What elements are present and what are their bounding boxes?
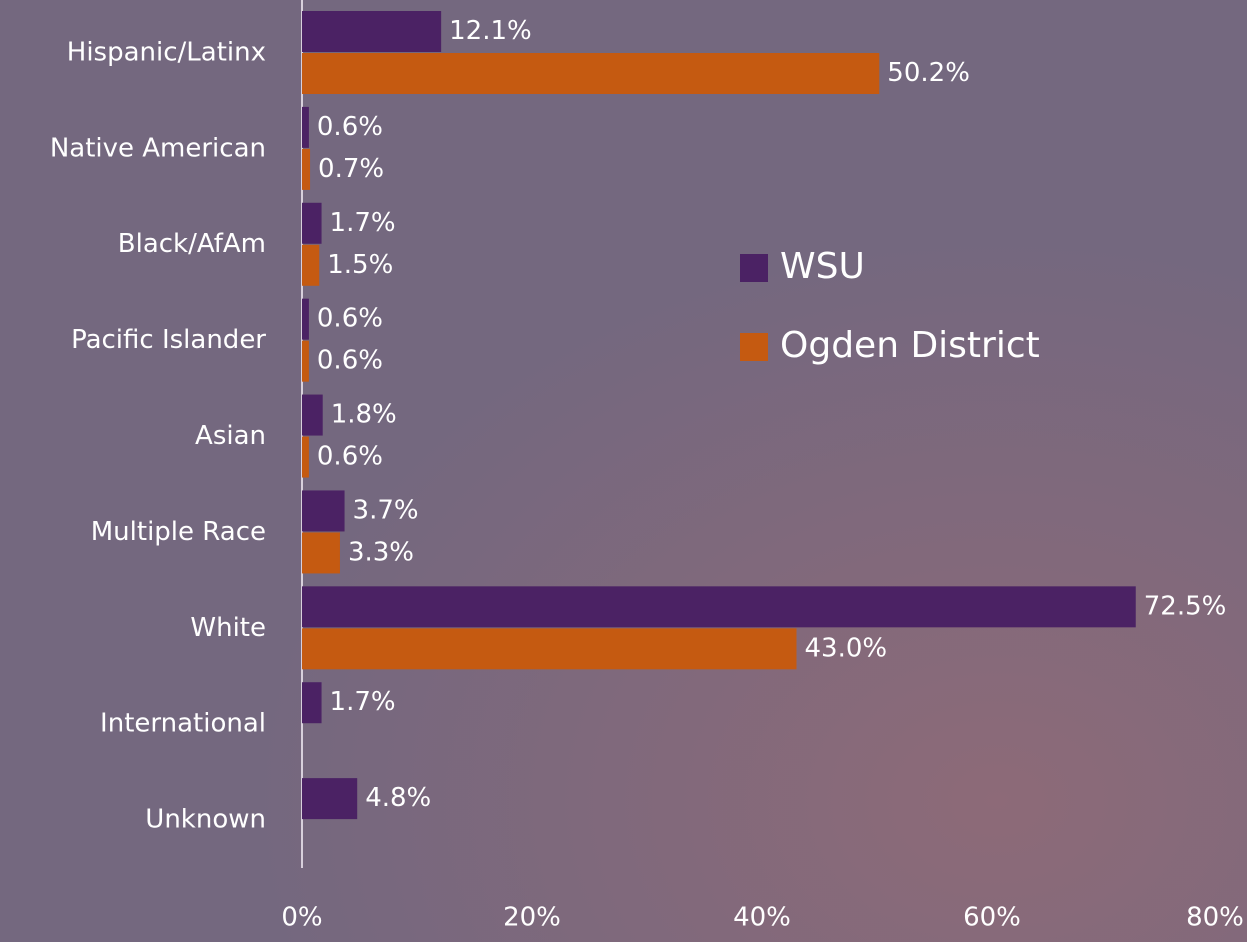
legend-swatch (740, 333, 768, 361)
x-tick-label: 60% (963, 903, 1021, 933)
bar (302, 394, 323, 436)
value-label: 50.2% (887, 58, 970, 88)
value-label: 0.6% (317, 112, 383, 142)
value-label: 0.6% (317, 304, 383, 334)
bar (302, 53, 880, 94)
value-label: 72.5% (1144, 591, 1227, 621)
category-label: Black/AfAm (118, 229, 266, 259)
category-label: Multiple Race (91, 517, 266, 547)
value-label: 1.5% (327, 250, 393, 280)
legend-label: Ogden District (780, 325, 1040, 366)
bar (302, 11, 442, 52)
bar (302, 490, 345, 532)
category-label: Pacific Islander (71, 325, 266, 355)
bar (302, 778, 358, 820)
bar (302, 532, 340, 574)
value-label: 12.1% (449, 16, 532, 46)
x-tick-label: 80% (1186, 903, 1244, 933)
category-label: White (190, 613, 266, 643)
value-label: 1.7% (330, 208, 396, 238)
bar (302, 106, 309, 148)
value-label: 4.8% (365, 783, 431, 813)
legend-label: WSU (780, 246, 865, 287)
value-label: 1.8% (331, 400, 397, 430)
category-label: Native American (50, 133, 266, 163)
category-label: Asian (195, 421, 266, 451)
value-label: 0.6% (317, 346, 383, 376)
x-tick-label: 40% (733, 903, 791, 933)
category-label: Hispanic/Latinx (67, 37, 266, 67)
bar (302, 340, 309, 382)
value-label: 3.7% (353, 495, 419, 525)
legend-swatch (740, 254, 768, 282)
bar (302, 148, 311, 190)
value-label: 0.6% (317, 442, 383, 472)
bar (302, 202, 322, 244)
value-label: 3.3% (348, 537, 414, 567)
value-label: 1.7% (330, 687, 396, 717)
bar (302, 244, 320, 286)
bar (302, 436, 309, 478)
bar (302, 628, 797, 670)
bar (302, 298, 309, 340)
value-label: 43.0% (805, 633, 888, 663)
x-tick-label: 20% (503, 903, 561, 933)
bar (302, 586, 1136, 628)
category-label: International (100, 709, 266, 739)
bar (302, 682, 322, 724)
value-label: 0.7% (318, 154, 384, 184)
category-label: Unknown (145, 805, 266, 835)
x-tick-label: 0% (281, 903, 322, 933)
